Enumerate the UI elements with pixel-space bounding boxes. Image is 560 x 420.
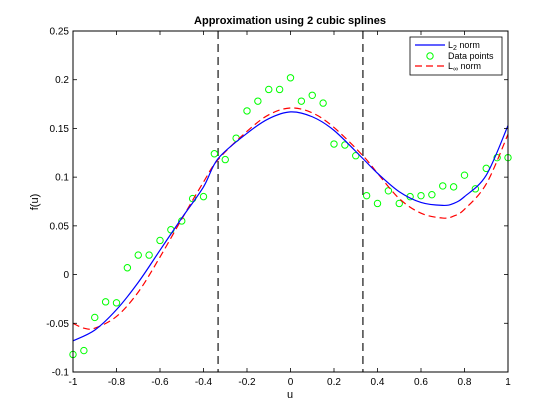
data-point <box>275 85 284 94</box>
legend-l2-suffix: norm <box>457 40 480 50</box>
y-tick-label: 0 <box>63 270 69 281</box>
data-point <box>199 192 208 201</box>
x-tick-label: 0.6 <box>414 377 428 388</box>
data-point <box>319 99 327 107</box>
legend-label-linf: L∞ norm <box>448 61 481 73</box>
knot-lines <box>217 31 364 372</box>
data-point <box>80 346 88 355</box>
legend: L2 norm Data points L∞ norm <box>409 36 503 76</box>
x-tick-label: -0.6 <box>151 377 169 388</box>
axis-ticks: -1 -0.8 -0.6 -0.4 -0.2 0 0.2 0.4 0.6 0.8 1 -0.1 -0.0… <box>46 27 511 389</box>
data-point <box>123 264 132 272</box>
series-layer <box>69 74 512 359</box>
data-point <box>373 199 382 208</box>
data-point <box>341 141 349 149</box>
data-point <box>352 152 360 160</box>
data-point <box>417 191 425 200</box>
y-tick-label: -0.1 <box>52 368 70 379</box>
data-point <box>460 171 469 179</box>
legend-linf-sub: ∞ <box>453 66 458 73</box>
x-tick-label: -0.4 <box>195 377 213 388</box>
data-point <box>493 153 501 162</box>
plot-area <box>73 31 508 372</box>
data-point <box>362 191 371 200</box>
x-tick-label: -1 <box>69 377 78 388</box>
legend-label-data: Data points <box>448 51 494 61</box>
x-tick-label: 1 <box>505 377 511 388</box>
data-point <box>134 251 142 259</box>
y-tick-label: 0.15 <box>50 124 70 135</box>
y-tick-label: 0.1 <box>55 173 69 184</box>
data-point <box>221 155 229 164</box>
legend-l2-sub: 2 <box>453 45 457 52</box>
data-point <box>330 140 338 148</box>
data-point <box>254 97 262 105</box>
series-line-0 <box>72 111 509 342</box>
y-tick-label: 0.05 <box>50 221 70 232</box>
x-axis-label: u <box>287 389 293 401</box>
x-tick-label: 0.8 <box>458 377 472 388</box>
legend-l2-prefix: L <box>448 40 453 50</box>
data-point <box>145 251 153 259</box>
data-point <box>471 185 480 193</box>
data-point <box>91 313 99 322</box>
data-point <box>439 182 447 190</box>
data-point <box>243 107 251 115</box>
legend-linf-suffix: norm <box>458 61 481 71</box>
y-tick-label: 0.25 <box>50 27 70 38</box>
data-point <box>395 199 403 208</box>
legend-linf-prefix: L <box>448 61 453 71</box>
x-tick-label: 0 <box>288 377 294 388</box>
legend-swatch-data <box>426 52 434 60</box>
data-point <box>156 236 164 245</box>
data-point <box>112 299 121 307</box>
x-tick-label: 0.4 <box>371 377 385 388</box>
legend-box <box>409 36 503 76</box>
data-point <box>286 74 295 82</box>
data-point <box>265 85 273 94</box>
y-axis-label: f(u) <box>29 194 41 211</box>
data-point <box>308 91 316 100</box>
data-point <box>449 183 458 191</box>
chart-title: Approximation using 2 cubic splines <box>194 15 386 27</box>
x-tick-label: -0.8 <box>108 377 126 388</box>
x-tick-label: 0.2 <box>327 377 341 388</box>
data-point <box>101 298 110 306</box>
data-point <box>428 190 436 199</box>
y-tick-label: -0.05 <box>46 319 69 330</box>
series-line-2 <box>72 107 509 330</box>
data-point <box>210 150 219 158</box>
y-tick-label: 0.2 <box>55 75 69 86</box>
x-tick-label: -0.2 <box>238 377 256 388</box>
legend-label-l2: L2 norm <box>448 40 480 52</box>
data-point <box>297 97 306 105</box>
